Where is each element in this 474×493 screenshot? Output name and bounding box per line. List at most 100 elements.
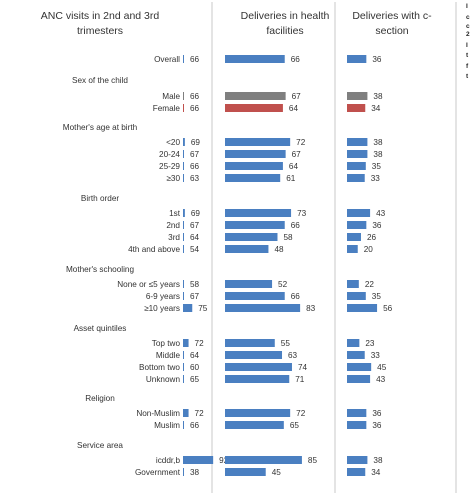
bar: [347, 292, 366, 300]
row-label: <20: [166, 138, 180, 147]
row-label: 6-9 years: [146, 292, 180, 301]
group-label: Service area: [77, 441, 123, 450]
row-label: None or ≤5 years: [117, 280, 180, 289]
bar: [347, 162, 366, 170]
side-fragment-char: c: [466, 23, 470, 30]
bar: [225, 209, 292, 217]
panel-title-line: ANC visits in 2nd and 3rd: [41, 10, 160, 22]
bar-value-label: 64: [190, 351, 200, 360]
panel-title-1: ANC visits in 2nd and 3rd trimesters: [41, 10, 160, 37]
bar: [347, 421, 367, 429]
side-fragment-char: f: [466, 63, 469, 70]
bar-value-label: 38: [373, 456, 383, 465]
side-fragment-char: 2: [466, 31, 470, 38]
bar: [183, 174, 184, 182]
bar: [225, 351, 283, 359]
bar: [225, 292, 285, 300]
bar-value-label: 64: [289, 162, 299, 171]
bar: [183, 104, 184, 112]
group-label: Asset quintiles: [74, 324, 127, 333]
bar-value-label: 38: [373, 138, 383, 147]
bar-value-label: 60: [190, 363, 200, 372]
bar: [183, 339, 189, 347]
bar-value-label: 66: [190, 55, 200, 64]
bar-value-label: 75: [198, 304, 208, 313]
row-label: Overall: [154, 55, 180, 64]
panel-title-line: facilities: [266, 25, 303, 37]
bar-value-label: 64: [289, 104, 299, 113]
bar-value-label: 35: [372, 162, 382, 171]
row-label: Government: [135, 468, 181, 477]
bar-value-label: 66: [291, 292, 301, 301]
row-label: Bottom two: [139, 363, 180, 372]
bar: [183, 162, 184, 170]
bar: [347, 339, 360, 347]
bar-value-label: 66: [190, 162, 200, 171]
bar: [225, 150, 286, 158]
group-label: Religion: [85, 394, 115, 403]
bar: [225, 363, 292, 371]
row-label: Non-Muslim: [136, 409, 180, 418]
bar: [347, 304, 378, 312]
bar-value-label: 34: [371, 104, 381, 113]
group-label: Mother's schooling: [66, 265, 134, 274]
bar: [183, 55, 184, 63]
bar-value-label: 92: [219, 456, 229, 465]
panel-titles: ANC visits in 2nd and 3rd trimesters Deliv…: [41, 10, 432, 37]
bar-value-label: 38: [190, 468, 200, 477]
bar: [225, 409, 291, 417]
bar: [225, 280, 273, 288]
bar: [347, 209, 371, 217]
bar-value-label: 33: [371, 351, 381, 360]
bar: [347, 174, 365, 182]
bar: [347, 468, 366, 476]
bar-value-label: 63: [288, 351, 298, 360]
bar-value-label: 43: [376, 209, 386, 218]
bar-value-label: 74: [298, 363, 308, 372]
bar-value-label: 72: [195, 339, 205, 348]
row-label: 4th and above: [128, 245, 180, 254]
bar: [183, 245, 184, 253]
bar: [347, 150, 368, 158]
bar: [225, 421, 284, 429]
bar: [225, 456, 302, 464]
bar: [183, 421, 184, 429]
bar-value-label: 67: [190, 292, 200, 301]
bar-value-label: 72: [296, 138, 306, 147]
bar-value-label: 72: [195, 409, 205, 418]
bar: [183, 468, 184, 476]
bar-value-label: 65: [190, 375, 200, 384]
bar-marks: 66 66 36 66 67 38 66 64 34 69 72 38 67 67 38 66 64 35 63 61…: [183, 55, 393, 477]
bar: [183, 233, 184, 241]
side-fragment-char: t: [466, 52, 469, 59]
bar-value-label: 66: [190, 421, 200, 430]
bar-value-label: 45: [272, 468, 282, 477]
bar-value-label: 71: [295, 375, 305, 384]
bar: [225, 138, 291, 146]
bar: [225, 233, 278, 241]
bar: [347, 233, 361, 241]
bar-value-label: 73: [297, 209, 307, 218]
bar-value-label: 38: [373, 150, 383, 159]
bar-value-label: 67: [190, 221, 200, 230]
bar: [183, 221, 184, 229]
bar-value-label: 66: [291, 221, 301, 230]
bar-value-label: 36: [372, 409, 382, 418]
bar-value-label: 69: [191, 209, 201, 218]
bar: [183, 456, 214, 464]
bar-value-label: 48: [274, 245, 284, 254]
bar: [347, 221, 367, 229]
bar-value-label: 72: [296, 409, 306, 418]
bar-value-label: 66: [190, 104, 200, 113]
bar: [183, 351, 184, 359]
side-fragment-char: I: [466, 3, 468, 10]
bar-value-label: 67: [292, 92, 302, 101]
bar: [225, 221, 285, 229]
bar: [225, 339, 275, 347]
bar: [347, 104, 366, 112]
row-label: 1st: [169, 209, 181, 218]
group-label: Birth order: [81, 194, 119, 203]
panel-title-line: Deliveries with c-: [352, 10, 432, 22]
bar-value-label: 23: [365, 339, 375, 348]
